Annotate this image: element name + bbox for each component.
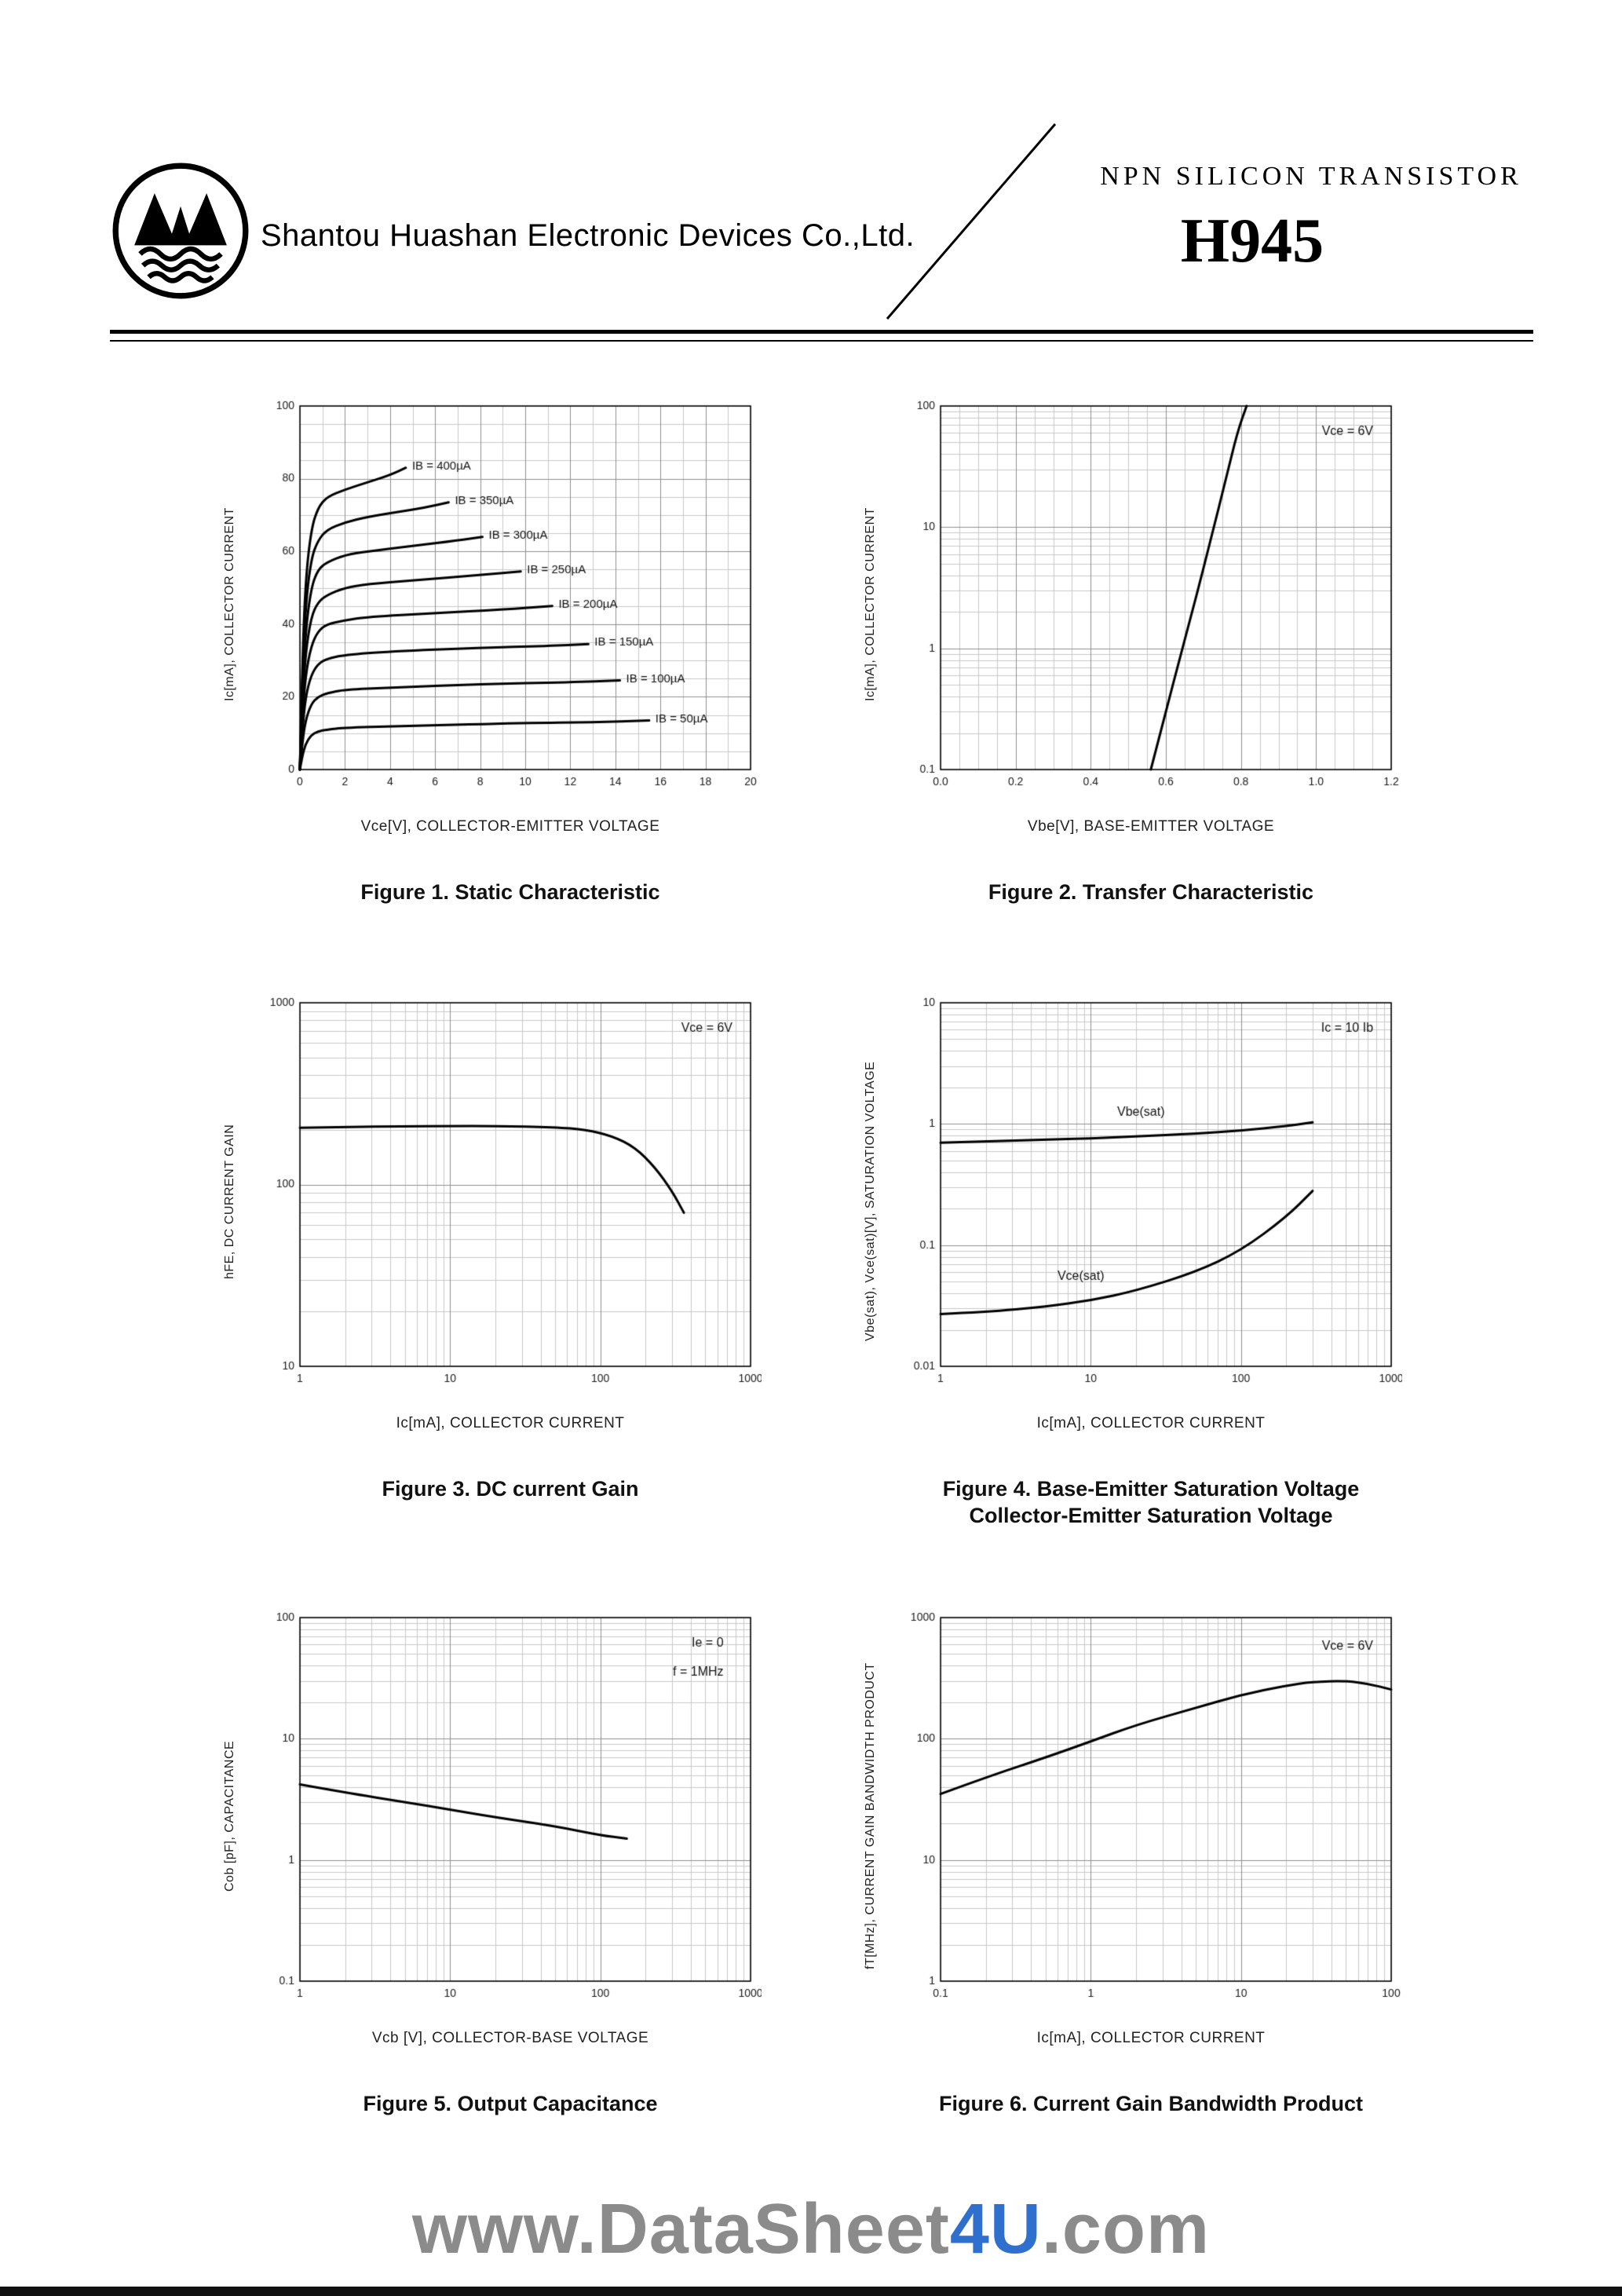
figure-1-block: Ic[mA], COLLECTOR CURRENT Vce[V], COLLEC… (223, 397, 762, 946)
figure-1-y-axis-label: Ic[mA], COLLECTOR CURRENT (223, 507, 236, 702)
part-number: H945 (1180, 207, 1324, 276)
figure-5-caption: Figure 5. Output Capacitance (363, 2092, 658, 2115)
watermark-4u: 4U (949, 2190, 1042, 2269)
figure-3-block: hFE, DC CURRENT GAIN Ic[mA], COLLECTOR C… (223, 993, 762, 1543)
company-logo (112, 163, 249, 299)
figure-4-x-axis-label: Ic[mA], COLLECTOR CURRENT (1036, 1415, 1266, 1431)
figure-4-caption-line2: Collector-Emitter Saturation Voltage (969, 1504, 1333, 1527)
figure-3-caption: Figure 3. DC current Gain (382, 1477, 639, 1501)
header-double-rule (110, 330, 1533, 342)
figure-4-caption-line1: Figure 4. Base-Emitter Saturation Voltag… (942, 1477, 1360, 1501)
figure-1-plot (259, 397, 762, 813)
figure-4-y-axis-label: Vbe(sat), Vce(sat)[V], SATURATION VOLTAG… (864, 1061, 877, 1342)
figure-5-plot (259, 1608, 762, 2024)
figure-5-y-axis-label: Cob [pF], CAPACITANCE (223, 1740, 236, 1892)
watermark: www.DataSheet4U.com (0, 2189, 1622, 2270)
watermark-suffix: .com (1041, 2190, 1210, 2269)
figure-4-block: Vbe(sat), Vce(sat)[V], SATURATION VOLTAG… (864, 993, 1402, 1543)
figure-3-y-axis-label: hFE, DC CURRENT GAIN (223, 1124, 236, 1279)
device-type-title: NPN SILICON TRANSISTOR (1100, 162, 1522, 191)
figure-2-plot (900, 397, 1402, 813)
figure-1-caption: Figure 1. Static Characteristic (360, 880, 660, 904)
page-bottom-edge (0, 2287, 1622, 2296)
company-name: Shantou Huashan Electronic Devices Co.,L… (261, 218, 915, 253)
figure-2-y-axis-label: Ic[mA], COLLECTOR CURRENT (864, 507, 877, 702)
figure-3-plot (259, 993, 762, 1409)
figure-2-caption: Figure 2. Transfer Characteristic (988, 880, 1314, 904)
figure-1-x-axis-label: Vce[V], COLLECTOR-EMITTER VOLTAGE (360, 818, 660, 835)
figure-6-plot (900, 1608, 1402, 2024)
figure-2-block: Ic[mA], COLLECTOR CURRENT Vbe[V], BASE-E… (864, 397, 1402, 946)
figure-6-y-axis-label: fT[MHz], CURRENT GAIN BANDWIDTH PRODUCT (864, 1662, 877, 1970)
figure-3-x-axis-label: Ic[mA], COLLECTOR CURRENT (396, 1415, 625, 1431)
header-diagonal-line (886, 123, 1057, 320)
figure-5-x-axis-label: Vcb [V], COLLECTOR-BASE VOLTAGE (371, 2030, 649, 2046)
figure-6-block: fT[MHz], CURRENT GAIN BANDWIDTH PRODUCT … (864, 1608, 1402, 2158)
figure-6-x-axis-label: Ic[mA], COLLECTOR CURRENT (1036, 2030, 1266, 2046)
figure-4-plot (900, 993, 1402, 1409)
figure-6-caption: Figure 6. Current Gain Bandwidth Product (938, 2092, 1364, 2115)
figure-5-block: Cob [pF], CAPACITANCE Vcb [V], COLLECTOR… (223, 1608, 762, 2158)
watermark-prefix: www.DataSheet (412, 2190, 950, 2269)
figure-2-x-axis-label: Vbe[V], BASE-EMITTER VOLTAGE (1027, 818, 1275, 835)
